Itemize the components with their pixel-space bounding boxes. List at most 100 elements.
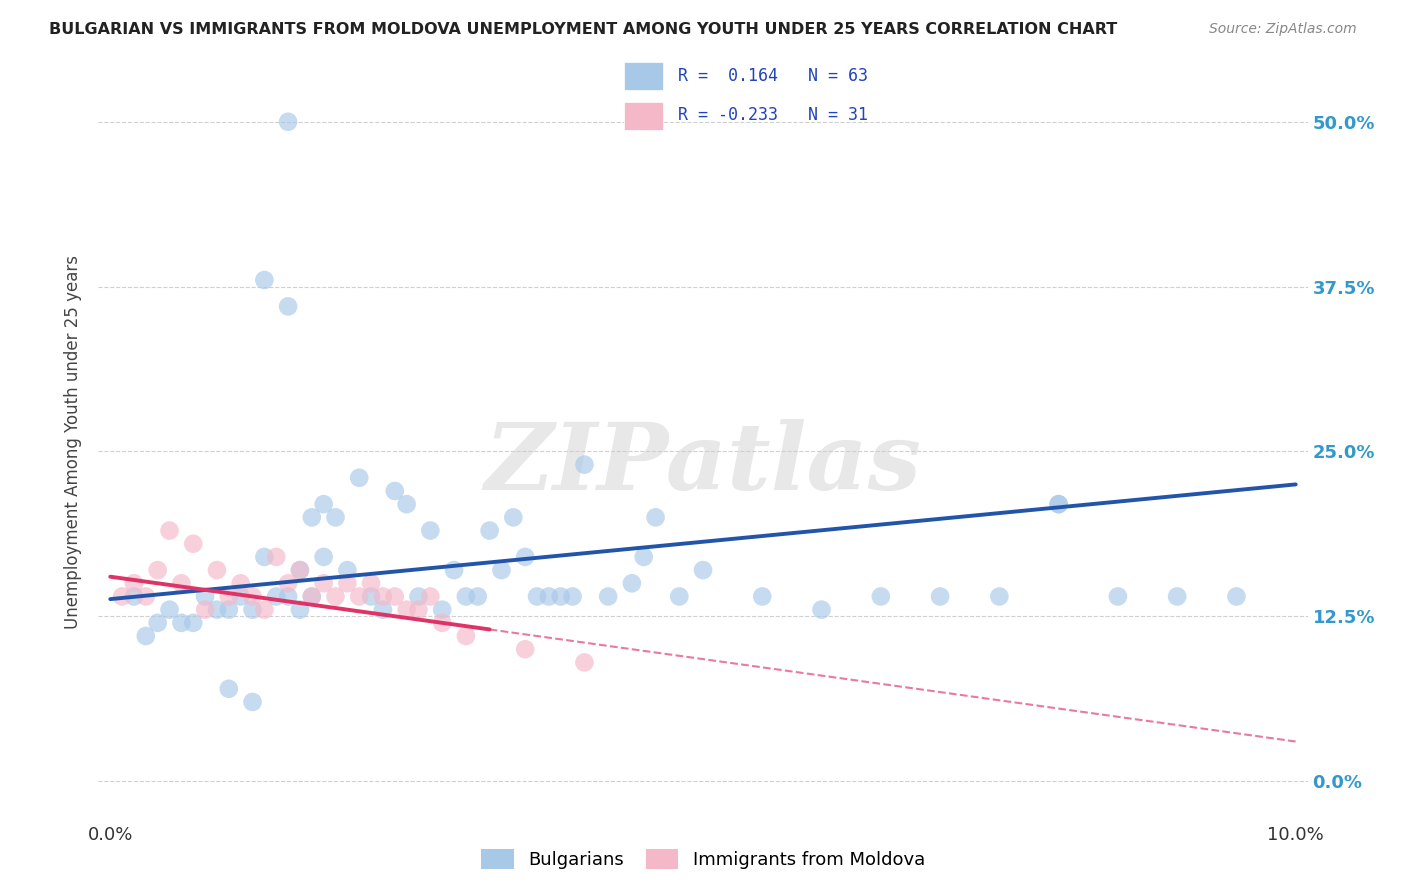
Point (384, 483, 406, 498)
Point (598, 590, 620, 604)
Point (408, 602, 430, 616)
Point (869, 590, 891, 604)
Point (301, 510, 323, 524)
Point (277, 576, 299, 591)
Point (218, 681, 240, 696)
Point (242, 695, 264, 709)
Point (550, 590, 572, 604)
Point (159, 524, 181, 538)
Point (347, 590, 370, 604)
Point (347, 471, 370, 485)
Point (325, 510, 347, 524)
Point (277, 590, 299, 604)
Point (170, 576, 193, 591)
Point (561, 590, 583, 604)
Point (502, 510, 524, 524)
Point (146, 615, 169, 630)
Legend: Bulgarians, Immigrants from Moldova: Bulgarians, Immigrants from Moldova (474, 842, 932, 876)
Point (491, 563, 513, 577)
Point (454, 590, 477, 604)
Text: R = -0.233   N = 31: R = -0.233 N = 31 (678, 106, 868, 124)
Point (360, 576, 382, 591)
Point (218, 602, 240, 616)
Point (336, 576, 359, 591)
Point (467, 590, 489, 604)
Point (159, 602, 181, 616)
Point (751, 590, 773, 604)
Point (668, 590, 690, 604)
Point (312, 549, 335, 564)
Point (170, 615, 193, 630)
Point (1047, 497, 1070, 511)
Point (205, 602, 228, 616)
Point (277, 299, 299, 313)
Point (810, 602, 832, 616)
Point (146, 563, 169, 577)
Point (432, 602, 454, 616)
Point (515, 642, 537, 657)
Text: R =  0.164   N = 63: R = 0.164 N = 63 (678, 68, 868, 86)
Point (111, 590, 134, 604)
Point (264, 590, 287, 604)
Point (419, 524, 441, 538)
Point (419, 590, 441, 604)
Point (929, 590, 952, 604)
Point (181, 615, 204, 630)
Point (443, 563, 465, 577)
Point (336, 563, 359, 577)
Point (264, 549, 287, 564)
FancyBboxPatch shape (624, 102, 664, 130)
Point (122, 590, 145, 604)
Point (478, 524, 501, 538)
Point (384, 590, 406, 604)
Text: Source: ZipAtlas.com: Source: ZipAtlas.com (1209, 22, 1357, 37)
Point (526, 590, 548, 604)
Text: ZIPatlas: ZIPatlas (485, 419, 921, 509)
FancyBboxPatch shape (624, 62, 664, 90)
Point (135, 590, 157, 604)
Y-axis label: Unemployment Among Youth under 25 years: Unemployment Among Youth under 25 years (65, 254, 83, 629)
Point (395, 602, 418, 616)
Point (633, 549, 655, 564)
Point (301, 590, 323, 604)
Point (205, 563, 228, 577)
Point (360, 590, 382, 604)
Point (620, 576, 643, 591)
Point (988, 590, 1011, 604)
Point (135, 629, 157, 643)
Point (181, 537, 204, 551)
Point (408, 590, 430, 604)
Point (371, 590, 394, 604)
Point (515, 549, 537, 564)
Point (692, 563, 714, 577)
Point (253, 602, 276, 616)
Point (288, 602, 311, 616)
Point (1047, 497, 1070, 511)
Point (242, 590, 264, 604)
Point (644, 510, 666, 524)
Point (194, 602, 217, 616)
Point (574, 656, 596, 670)
Point (229, 576, 252, 591)
Point (312, 576, 335, 591)
Point (454, 629, 477, 643)
Point (395, 497, 418, 511)
Point (229, 590, 252, 604)
Point (574, 458, 596, 472)
Point (194, 590, 217, 604)
Point (253, 273, 276, 287)
Point (242, 602, 264, 616)
Point (1107, 590, 1129, 604)
Point (1166, 590, 1188, 604)
Point (312, 497, 335, 511)
Text: BULGARIAN VS IMMIGRANTS FROM MOLDOVA UNEMPLOYMENT AMONG YOUTH UNDER 25 YEARS COR: BULGARIAN VS IMMIGRANTS FROM MOLDOVA UNE… (49, 22, 1118, 37)
Point (1225, 590, 1247, 604)
Point (432, 615, 454, 630)
Point (288, 563, 311, 577)
Point (277, 115, 299, 129)
Point (122, 576, 145, 591)
Point (371, 602, 394, 616)
Point (301, 590, 323, 604)
Point (253, 549, 276, 564)
Point (537, 590, 560, 604)
